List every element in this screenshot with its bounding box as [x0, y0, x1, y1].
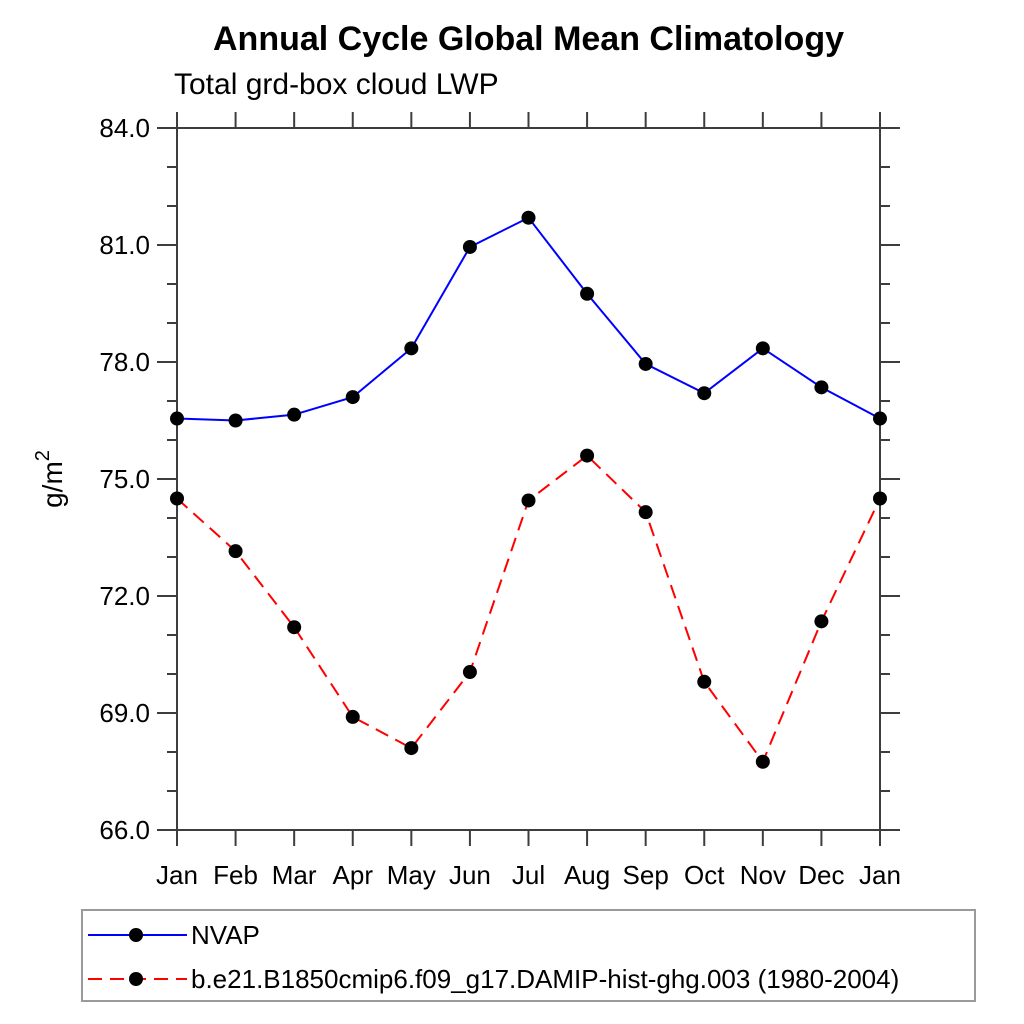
data-point-marker [873, 491, 887, 506]
legend-marker-dot [129, 928, 143, 942]
y-axis-ticks [157, 127, 900, 831]
data-point-marker [755, 754, 770, 769]
x-tick-label: Nov [740, 860, 786, 890]
legend-box: NVAP b.e21.B1850cmip6.f09_g17.DAMIP-hist… [81, 909, 976, 1002]
legend-line-sample-dashed [88, 972, 187, 986]
y-tick-label: 78.0 [99, 347, 150, 377]
legend-entry-nvap: NVAP [83, 919, 260, 950]
data-point-marker [404, 741, 419, 756]
data-point-marker [462, 665, 477, 680]
y-tick-label: 72.0 [99, 581, 150, 611]
x-tick-label: Jul [512, 860, 545, 890]
y-tick-label: 75.0 [99, 464, 150, 494]
legend-label-model: b.e21.B1850cmip6.f09_g17.DAMIP-hist-ghg.… [191, 963, 900, 994]
x-tick-label: Dec [798, 860, 844, 890]
x-tick-label: Jun [449, 860, 491, 890]
data-point-marker [521, 210, 536, 225]
data-point-marker [873, 411, 887, 426]
x-tick-label: Sep [623, 860, 669, 890]
data-point-marker [170, 491, 184, 506]
data-point-marker [580, 286, 595, 301]
data-point-marker [697, 386, 712, 401]
chart-subtitle: Total grd-box cloud LWP [174, 68, 499, 101]
y-axis-labels: 84.0 81.0 78.0 75.0 72.0 69.0 66.0 [99, 113, 150, 845]
y-tick-label: 81.0 [99, 230, 150, 260]
y-axis-title-exponent: 2 [32, 450, 54, 461]
legend-marker-dot [129, 972, 143, 986]
data-point-marker [462, 239, 477, 254]
x-axis-ticks [176, 112, 881, 846]
data-point-marker [345, 709, 360, 724]
data-point-marker [697, 674, 712, 689]
data-point-marker [170, 411, 184, 426]
chart-title: Annual Cycle Global Mean Climatology [213, 20, 844, 58]
data-point-marker [755, 341, 770, 356]
legend-label-nvap: NVAP [191, 919, 260, 950]
x-tick-label: Aug [564, 860, 610, 890]
x-tick-label: Jan [156, 860, 198, 890]
y-axis-title: g/m2 [32, 450, 68, 508]
x-tick-label: Apr [333, 860, 374, 890]
x-tick-label: Mar [272, 860, 317, 890]
x-tick-label: Jan [859, 860, 901, 890]
data-point-marker [580, 448, 595, 463]
series-line-0 [176, 216, 881, 422]
series-markers-0 [170, 210, 887, 428]
data-point-marker [345, 390, 360, 405]
y-tick-label: 84.0 [99, 113, 150, 143]
data-point-marker [228, 413, 243, 428]
x-tick-label: Feb [213, 860, 258, 890]
legend-line-sample-solid [88, 928, 187, 942]
data-point-marker [521, 493, 536, 508]
y-axis-title-base: g/m [37, 461, 68, 508]
y-tick-label: 69.0 [99, 698, 150, 728]
y-tick-label: 66.0 [99, 815, 150, 845]
data-point-marker [814, 614, 829, 629]
data-point-marker [228, 544, 243, 559]
plot-frame [176, 127, 881, 831]
x-axis-labels: Jan Feb Mar Apr May Jun Jul Aug Sep Oct Nov Dec Jan [156, 860, 901, 890]
series-markers-1 [170, 448, 887, 769]
legend-entry-model: b.e21.B1850cmip6.f09_g17.DAMIP-hist-ghg.… [83, 963, 900, 994]
data-point-marker [404, 341, 419, 356]
data-point-marker [638, 505, 653, 520]
data-point-marker [287, 407, 302, 422]
data-point-marker [638, 356, 653, 371]
x-tick-label: Oct [684, 860, 725, 890]
x-tick-label: May [387, 860, 436, 890]
data-point-marker [287, 620, 302, 635]
data-point-marker [814, 380, 829, 395]
